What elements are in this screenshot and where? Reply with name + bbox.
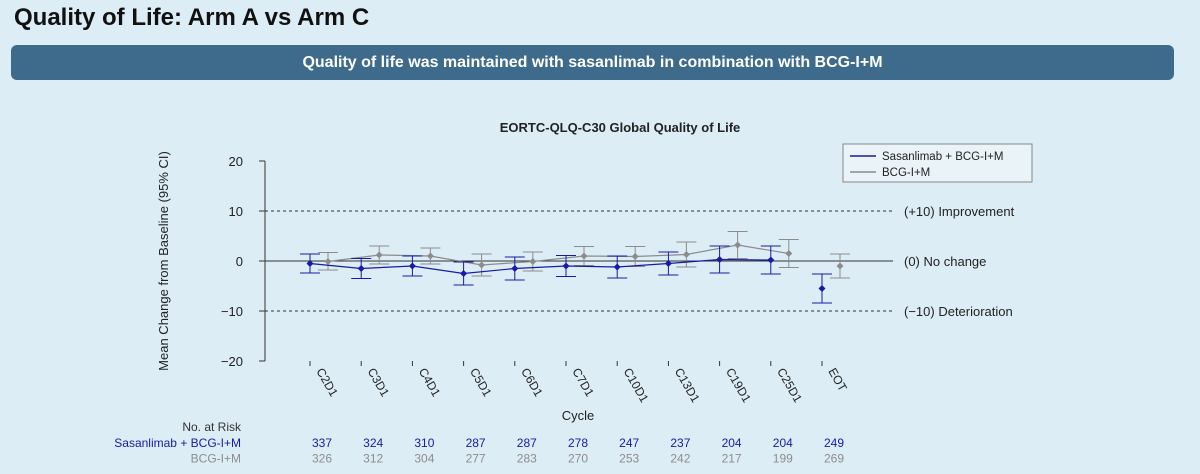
data-point bbox=[426, 252, 434, 260]
at-risk-count: 237 bbox=[670, 436, 690, 450]
data-point bbox=[734, 241, 742, 249]
data-point bbox=[306, 260, 314, 267]
y-axis-label: Mean Change from Baseline (95% CI) bbox=[156, 151, 171, 371]
data-point bbox=[511, 265, 519, 272]
x-tick-label: C19D1 bbox=[723, 366, 754, 406]
x-tick-label: C10D1 bbox=[621, 366, 652, 406]
data-point bbox=[580, 252, 588, 260]
x-tick-label: C4D1 bbox=[416, 366, 444, 400]
x-tick-label: C3D1 bbox=[365, 366, 393, 400]
at-risk-count: 247 bbox=[619, 436, 639, 450]
data-point bbox=[529, 258, 537, 265]
x-axis-label: Cycle bbox=[562, 408, 595, 423]
data-point bbox=[375, 251, 383, 259]
at-risk-count: 312 bbox=[363, 452, 383, 466]
chart-title: EORTC-QLQ-C30 Global Quality of Life bbox=[500, 120, 741, 135]
x-tick-label: C7D1 bbox=[569, 366, 597, 400]
y-tick-label: 0 bbox=[236, 254, 243, 269]
legend-label: Sasanlimab + BCG-I+M bbox=[882, 151, 1003, 163]
at-risk-count: 253 bbox=[619, 452, 639, 466]
at-risk-count: 337 bbox=[312, 436, 332, 450]
data-point bbox=[460, 270, 468, 277]
x-tick-label: C2D1 bbox=[313, 366, 341, 400]
data-point bbox=[785, 250, 793, 257]
at-risk-count: 269 bbox=[824, 452, 844, 466]
data-point bbox=[613, 263, 621, 271]
at-risk-count: 204 bbox=[773, 436, 793, 450]
reference-line-label: (0) No change bbox=[904, 254, 986, 269]
banner-text: Quality of life was maintained with sasa… bbox=[302, 53, 883, 71]
at-risk-count: 287 bbox=[466, 436, 486, 450]
data-point bbox=[682, 251, 690, 258]
legend-box bbox=[842, 143, 1033, 183]
at-risk-count: 324 bbox=[363, 436, 383, 450]
data-point bbox=[836, 262, 844, 270]
at-risk-row-label: BCG-I+M bbox=[191, 452, 241, 466]
x-tick-label: C13D1 bbox=[672, 366, 703, 406]
data-point bbox=[408, 262, 416, 270]
at-risk-count: 326 bbox=[312, 452, 332, 466]
y-tick-label: −20 bbox=[221, 354, 243, 369]
reference-line-label: (+10) Improvement bbox=[904, 204, 1015, 219]
data-point bbox=[478, 261, 486, 269]
at-risk-count: 199 bbox=[773, 452, 793, 466]
at-risk-count: 270 bbox=[568, 452, 588, 466]
key-message-banner: Quality of life was maintained with sasa… bbox=[11, 45, 1174, 80]
at-risk-count: 204 bbox=[722, 436, 742, 450]
data-point bbox=[562, 262, 570, 270]
at-risk-header: No. at Risk bbox=[182, 420, 242, 434]
slide-title: Quality of Life: Arm A vs Arm C bbox=[14, 4, 370, 31]
x-tick-label: EOT bbox=[825, 366, 850, 395]
at-risk-row-label: Sasanlimab + BCG-I+M bbox=[114, 436, 241, 450]
x-tick-label: C6D1 bbox=[518, 366, 546, 400]
at-risk-count: 277 bbox=[466, 452, 486, 466]
data-point bbox=[767, 256, 775, 264]
legend-label: BCG-I+M bbox=[882, 167, 930, 179]
data-point bbox=[631, 253, 639, 260]
at-risk-count: 278 bbox=[568, 436, 588, 450]
data-point bbox=[716, 256, 724, 263]
at-risk-count: 242 bbox=[670, 452, 690, 466]
data-point bbox=[357, 265, 365, 272]
series-line bbox=[309, 258, 771, 275]
at-risk-count: 304 bbox=[414, 452, 434, 466]
at-risk-count: 217 bbox=[722, 452, 742, 466]
y-tick-label: 10 bbox=[229, 204, 243, 219]
at-risk-count: 283 bbox=[517, 452, 537, 466]
at-risk-count: 287 bbox=[517, 436, 537, 450]
reference-line-label: (−10) Deterioration bbox=[904, 304, 1013, 319]
y-tick-label: 20 bbox=[229, 154, 243, 169]
data-point bbox=[818, 285, 826, 292]
data-point bbox=[664, 260, 672, 267]
y-tick-label: −10 bbox=[221, 304, 243, 319]
at-risk-count: 249 bbox=[824, 436, 844, 450]
x-tick-label: C5D1 bbox=[467, 366, 495, 400]
x-tick-label: C25D1 bbox=[774, 366, 805, 406]
at-risk-count: 310 bbox=[414, 436, 434, 450]
data-point bbox=[324, 258, 332, 265]
